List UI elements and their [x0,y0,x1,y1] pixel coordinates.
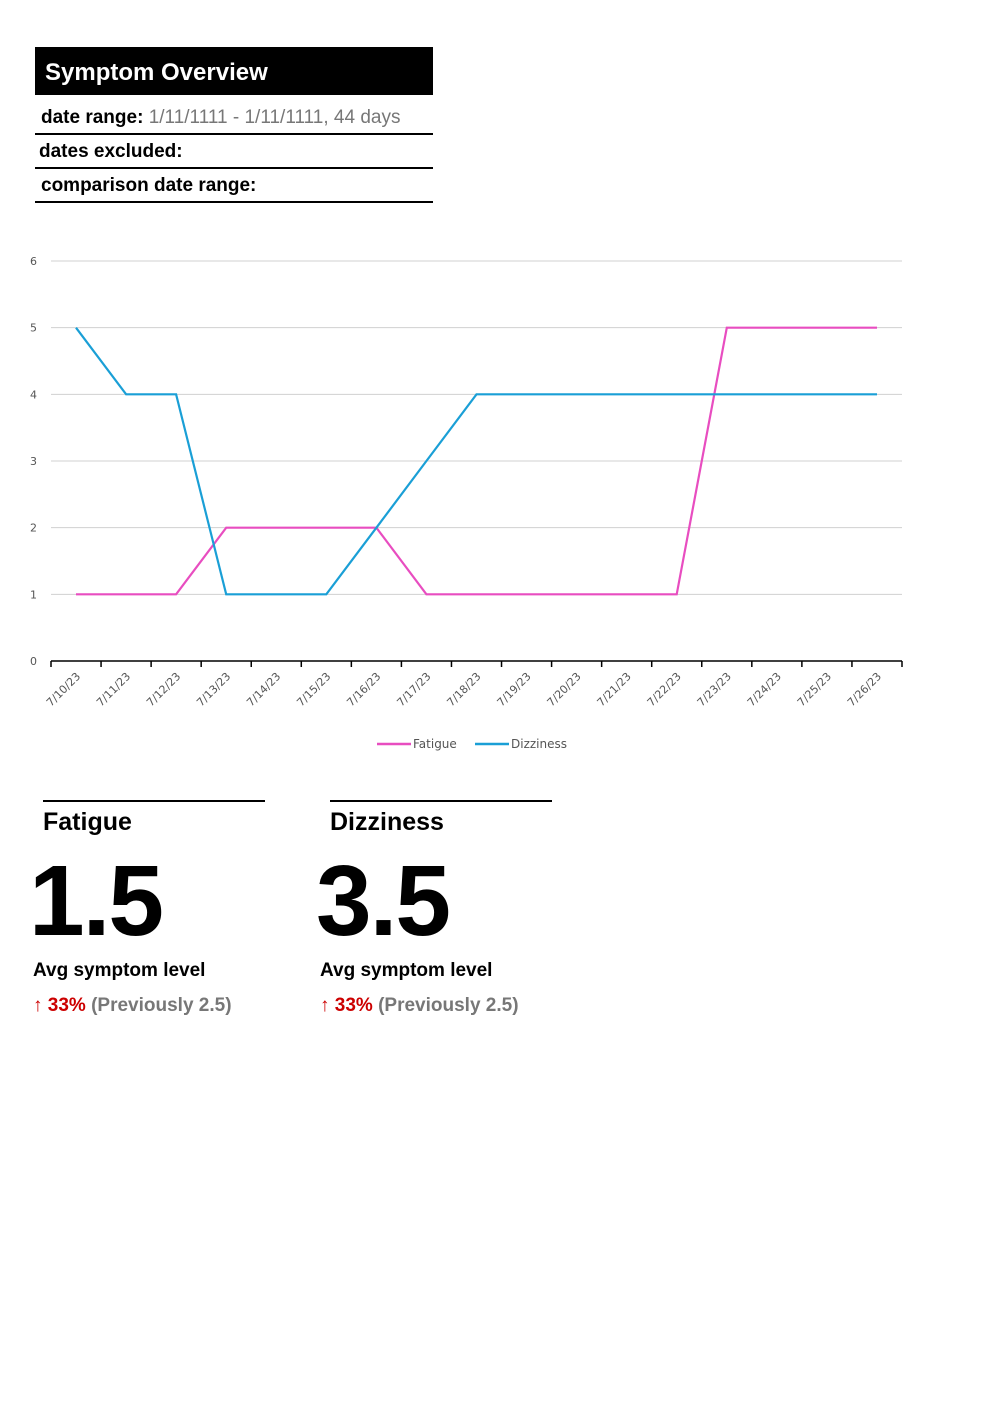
x-tick-label: 7/21/23 [595,670,634,709]
x-tick-label: 7/12/23 [144,670,183,709]
dates-excluded-row: dates excluded: [35,136,433,169]
x-axis: 7/10/23 7/11/23 7/12/23 7/13/23 7/14/23 7/15/… [44,660,903,709]
x-tick-label: 7/24/23 [745,670,784,709]
arrow-up-icon: ↑ [320,995,330,1016]
stat-average-value: 3.5 [316,845,451,957]
x-tick-label: 7/19/23 [495,670,534,709]
stat-change-percent: 33% [334,995,373,1016]
stat-average-value: 1.5 [29,845,164,957]
stat-average-label: Avg symptom level [33,960,206,981]
x-tick-label: 7/11/23 [94,670,133,709]
stat-change: ↑ 33% (Previously 2.5) [33,995,232,1017]
y-tick-label: 6 [30,255,37,268]
chart-series [75,326,877,596]
x-tick-label: 7/16/23 [344,670,383,709]
comparison-date-range-label: comparison date range: [41,175,257,196]
symptom-line-chart: 0 1 2 3 4 5 6 7/10/23 7/11/23 7/12/23 7/13/23 7/14… [30,255,903,751]
page-title: Symptom Overview [35,47,433,95]
x-tick-label: 7/26/23 [845,670,884,709]
x-tick-label: 7/20/23 [545,670,584,709]
y-tick-label: 5 [30,322,37,335]
dates-excluded-label: dates excluded: [39,141,183,162]
x-tick-label: 7/25/23 [795,670,834,709]
y-tick-label: 0 [30,655,37,668]
arrow-up-icon: ↑ [33,995,43,1016]
date-range-label: date range: [41,107,144,128]
x-tick-label: 7/17/23 [394,670,433,709]
x-tick-label: 7/13/23 [194,670,233,709]
stat-change: ↑ 33% (Previously 2.5) [320,995,519,1017]
y-tick-label: 1 [30,588,37,601]
x-tick-label: 7/10/23 [44,670,83,709]
x-tick-label: 7/18/23 [444,670,483,709]
y-tick-label: 2 [30,522,37,535]
series-line-fatigue [76,326,877,596]
y-axis: 0 1 2 3 4 5 6 [30,255,37,668]
stat-divider [330,800,552,802]
series-line-dizziness [75,327,877,596]
x-tick-label: 7/15/23 [294,670,333,709]
chart-legend: Fatigue Dizziness [377,737,567,751]
y-tick-label: 3 [30,455,37,468]
date-range-value: 1/11/1111 - 1/11/1111, 44 days [148,107,401,128]
x-tick-label: 7/22/23 [645,670,684,709]
stat-symptom-name: Fatigue [43,808,132,836]
stat-previous-value: (Previously 2.5) [91,995,232,1016]
stat-symptom-name: Dizziness [330,808,444,836]
stat-average-label: Avg symptom level [320,960,493,981]
y-tick-label: 4 [30,388,37,401]
x-tick-label: 7/14/23 [244,670,283,709]
chart-gridlines [51,260,902,595]
comparison-date-range-row: comparison date range: [35,170,433,203]
stat-previous-value: (Previously 2.5) [378,995,519,1016]
stat-divider [43,800,265,802]
stat-change-percent: 33% [47,995,86,1016]
x-tick-label: 7/23/23 [695,670,734,709]
legend-label: Fatigue [413,737,457,751]
date-range-row: date range: 1/11/1111 - 1/11/1111, 44 da… [35,102,433,135]
legend-label: Dizziness [511,737,567,751]
